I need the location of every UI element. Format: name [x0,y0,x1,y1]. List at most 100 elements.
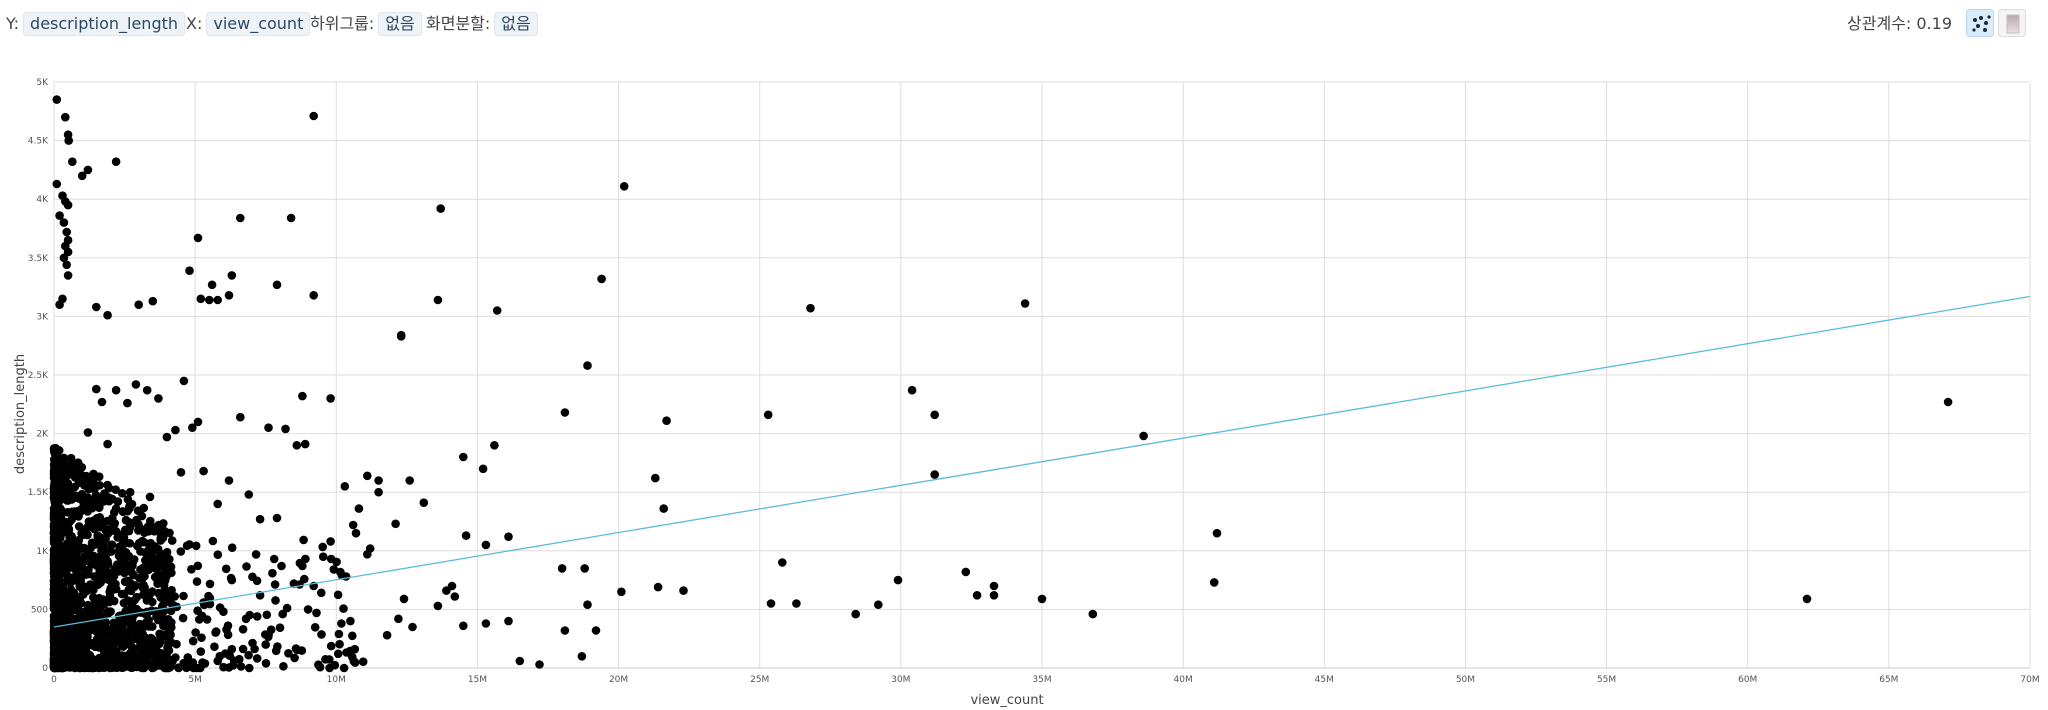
x-tick-label: 35M [1032,675,1051,685]
data-point [282,603,292,613]
data-point [64,660,74,670]
y-tick-label: 4.5K [28,137,49,147]
y-tick-label: 5K [36,78,49,88]
y-axis-select[interactable]: description_length [23,12,186,36]
data-point [193,606,202,615]
split-select[interactable]: 없음 [494,12,538,36]
data-point [334,629,344,639]
data-point [109,585,118,594]
data-point [133,541,142,551]
data-point [223,630,233,640]
data-point [300,439,310,449]
data-point [148,597,157,607]
data-point [236,412,245,422]
data-point [391,519,400,529]
data-point [53,524,62,533]
data-point [211,627,221,636]
data-point [617,587,626,597]
data-point [238,644,248,654]
data-point [196,294,206,304]
data-point [207,280,217,290]
data-point [80,480,90,490]
data-point [81,651,90,660]
data-point [272,513,282,523]
data-point [82,523,92,533]
data-point [163,663,173,673]
data-point [163,644,173,654]
data-point [192,577,202,586]
data-point [56,559,65,569]
data-point [619,182,629,191]
data-point [188,636,198,646]
data-point [318,542,328,552]
data-point [164,615,173,624]
data-point [461,531,471,540]
data-point [170,592,179,601]
y-axis-control[interactable]: Y: description_length [6,12,186,36]
data-point [679,586,688,595]
data-point [342,648,351,657]
data-point [292,441,302,450]
data-point [270,580,280,589]
data-point [51,567,60,576]
scatter-chart: 0 5M 10M 15M 20M 25M 30M 35M 40M 45M 50M 55M 60M 65M 7… [13,78,2040,708]
data-point [659,504,668,513]
data-point [208,536,218,546]
data-point [279,662,288,671]
data-point [227,543,237,552]
data-point [330,660,340,670]
data-point [374,476,383,485]
data-point [149,663,159,672]
data-point [53,646,63,655]
subgroup-select[interactable]: 없음 [378,12,422,36]
data-point [54,591,64,601]
data-point [341,572,351,581]
data-point [89,593,98,602]
data-point [204,591,213,601]
x-tick-label: 55M [1597,675,1616,685]
data-point [128,557,138,567]
subgroup-control[interactable]: 하위그룹: 없음 [310,12,422,36]
data-point [139,580,148,590]
data-point [236,213,245,223]
data-point [86,543,95,553]
data-point [75,560,85,570]
x-axis-select[interactable]: view_count [206,12,311,36]
x-axis-control[interactable]: X: view_count [186,12,311,36]
data-point [459,621,468,631]
data-point [103,628,112,637]
data-point [105,662,114,671]
data-point [337,619,346,628]
data-point [227,644,237,654]
data-point [59,218,69,227]
data-point [103,310,112,320]
data-point [123,629,132,638]
data-point [84,626,94,636]
y-tick-label: 2.5K [28,371,49,381]
data-point [433,295,443,305]
data-point [142,548,152,558]
data-point [179,591,188,601]
data-point [284,649,293,658]
data-point [92,572,101,581]
data-point [193,417,203,427]
data-point [176,468,186,477]
heatmap-view-button[interactable] [1998,9,2026,37]
data-point [141,588,150,598]
data-point [335,639,344,649]
data-point [210,642,219,651]
data-point [127,642,136,651]
data-point [109,596,119,606]
scatter-view-button[interactable] [1966,9,1994,37]
data-point [583,600,592,609]
data-point [125,578,135,588]
data-point [154,520,163,530]
data-point [193,233,203,243]
data-point [273,642,282,651]
data-point [310,623,320,632]
data-point [1020,299,1030,308]
data-point [111,621,121,630]
data-point [62,518,71,527]
data-point [97,537,107,547]
split-control[interactable]: 화면분할: 없음 [426,12,538,36]
